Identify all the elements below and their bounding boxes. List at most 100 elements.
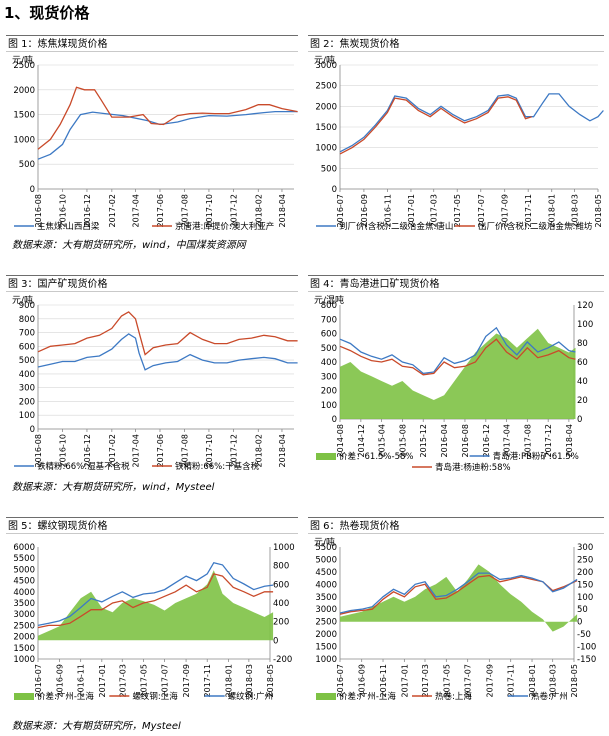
x-tick-label: 2016-12 — [83, 194, 92, 227]
y-tick-label: 2000 — [13, 633, 35, 643]
x-tick-label: 2016-09 — [56, 664, 65, 697]
y2-tick-label: 100 — [577, 320, 593, 330]
y-tick-label: 5500 — [13, 554, 35, 564]
x-tick-label: 2017-03 — [118, 664, 127, 697]
y2-tick-label: -50 — [577, 630, 591, 640]
y-tick-label: 700 — [19, 329, 35, 339]
x-tick-label: 2016-09 — [358, 664, 367, 697]
series-line — [37, 110, 298, 160]
y-tick-label: 4500 — [315, 568, 337, 578]
y-axis-unit: 元/湿吨 — [314, 294, 344, 306]
y-tick-label: 1500 — [13, 644, 35, 654]
y-tick-label: 500 — [19, 356, 35, 366]
y2-tick-label: 300 — [577, 543, 593, 553]
y2-tick-label: 600 — [273, 580, 289, 590]
y-tick-label: 4000 — [13, 588, 35, 598]
x-tick-label: 2016-08 — [34, 194, 43, 227]
x-tick-label: 2017-10 — [205, 194, 214, 227]
legend-label: 价差:广州-上海 — [37, 691, 94, 702]
x-tick-label: 2016-07 — [336, 194, 345, 227]
x-tick-label: 2017-02 — [108, 194, 117, 227]
y-tick-label: 3000 — [13, 610, 35, 620]
x-tick-label: 2016-08 — [34, 434, 43, 467]
y2-tick-label: 150 — [577, 580, 593, 590]
x-tick-label: 2016-07 — [34, 664, 43, 697]
y2-tick-label: 250 — [577, 555, 593, 565]
y-tick-label: 2500 — [315, 618, 337, 628]
x-tick-label: 2018-05 — [266, 664, 275, 697]
y-tick-label: 4500 — [13, 577, 35, 587]
y-tick-label: 1500 — [315, 643, 337, 653]
x-tick-label: 2018-03 — [245, 664, 254, 697]
x-tick-label: 2016-11 — [383, 194, 392, 227]
x-tick-label: 2016-12 — [482, 424, 491, 457]
y2-tick-label: 80 — [577, 339, 588, 349]
chart-svg: 元/湿吨 0 100 200 300 400 500 600 700 800 0 20 40 60 80 10… — [314, 294, 593, 473]
legend-swatch — [316, 453, 336, 460]
x-tick-label: 2017-11 — [507, 664, 516, 697]
legend-label: 螺纹钢:上海 — [132, 691, 178, 702]
x-tick-label: 2016-11 — [379, 664, 388, 697]
y-tick-label: 600 — [321, 330, 337, 340]
source-note: 数据来源：大有期货研究所，Mysteel — [12, 721, 181, 732]
x-tick-label: 2018-05 — [570, 664, 579, 697]
series-line — [37, 86, 298, 150]
legend-swatch — [316, 693, 336, 700]
x-tick-label: 2017-05 — [442, 664, 451, 697]
y-tick-label: 500 — [321, 344, 337, 354]
y2-tick-label: 20 — [577, 396, 588, 406]
x-tick-label: 2017-01 — [407, 194, 416, 227]
chart-panel-3: 图 3：国产矿现货价格 元/吨 0 100 200 300 400 500 600 700 800… — [6, 275, 302, 475]
y-tick-label: 400 — [19, 370, 35, 380]
chart-title: 图 3：国产矿现货价格 — [6, 275, 298, 292]
y2-tick-label: -100 — [577, 643, 596, 653]
y2-tick-label: 40 — [577, 377, 588, 387]
x-tick-label: 2017-08 — [180, 434, 189, 467]
x-tick-label: 2014-08 — [336, 424, 345, 457]
y2-tick-label: 0 — [273, 636, 278, 646]
legend-label: 青岛港:杨迪粉:58% — [435, 462, 511, 473]
legend-label: 到厂价(含税):二级冶金焦:唐山 — [339, 221, 453, 232]
y-tick-label: 300 — [321, 372, 337, 382]
y2-tick-label: 200 — [273, 618, 289, 628]
legend-swatch — [14, 693, 34, 700]
chart-title: 图 1：炼焦煤现货价格 — [6, 35, 298, 52]
x-tick-label: 2017-11 — [524, 194, 533, 227]
legend-label: 京唐港:库提价:澳大利亚产 — [175, 221, 274, 232]
x-tick-label: 2017-07 — [464, 664, 473, 697]
y-tick-label: 3000 — [315, 61, 337, 71]
y-tick-label: 5000 — [315, 555, 337, 565]
y-tick-label: 800 — [19, 315, 35, 325]
y-tick-label: 2000 — [13, 86, 35, 96]
x-tick-label: 2017-04 — [132, 194, 141, 227]
legend-label: 价差:广州-上海 — [339, 691, 396, 702]
legend-label: 热卷:广州 — [531, 691, 568, 702]
x-tick-label: 2017-12 — [229, 434, 238, 467]
y-tick-label: 100 — [19, 411, 35, 421]
x-tick-label: 2018-03 — [549, 664, 558, 697]
x-tick-label: 2017-06 — [156, 194, 165, 227]
y2-tick-label: 400 — [273, 599, 289, 609]
x-tick-label: 2018-03 — [570, 194, 579, 227]
y-tick-label: 3500 — [13, 599, 35, 609]
y-tick-label: 1500 — [315, 123, 337, 133]
x-tick-label: 2017-04 — [502, 424, 511, 457]
series-area — [340, 564, 578, 632]
x-tick-label: 2017-05 — [453, 194, 462, 227]
legend-label: 价差：61.5%-58% — [339, 451, 413, 462]
x-tick-label: 2017-09 — [501, 194, 510, 227]
y2-tick-label: 800 — [273, 562, 289, 572]
y-tick-label: 5000 — [13, 565, 35, 575]
x-tick-label: 2018-02 — [254, 434, 263, 467]
y-axis-unit: 元/吨 — [12, 54, 33, 66]
y2-tick-label: 0 — [577, 618, 582, 628]
y-tick-label: 800 — [321, 301, 337, 311]
series-line — [339, 96, 532, 155]
legend-label: 青岛港:PB粉矿:61.5% — [493, 451, 579, 462]
y-tick-label: 0 — [332, 415, 337, 425]
x-tick-label: 2016-04 — [440, 424, 449, 457]
y-tick-label: 6000 — [13, 543, 35, 553]
y-tick-label: 2000 — [315, 630, 337, 640]
x-tick-label: 2016-10 — [58, 194, 67, 227]
x-tick-label: 2018-02 — [254, 194, 263, 227]
